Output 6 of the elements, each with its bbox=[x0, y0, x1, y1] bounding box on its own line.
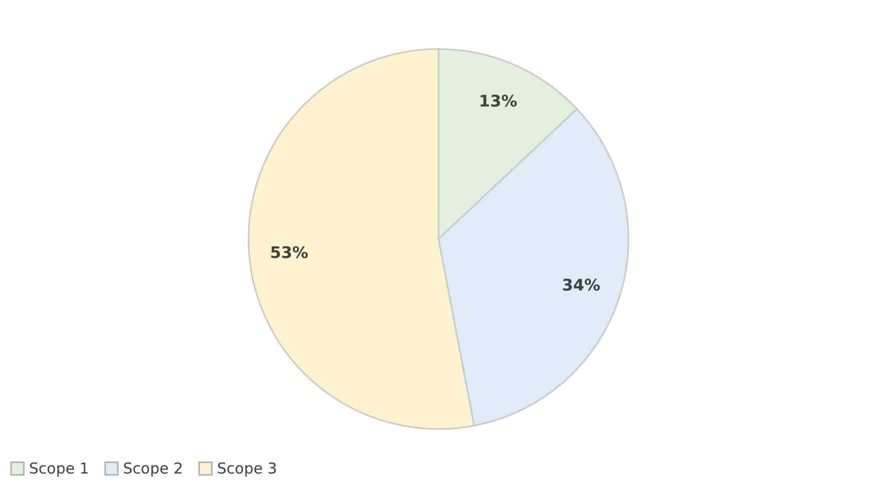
legend-label: Scope 1 bbox=[29, 460, 90, 478]
legend-label: Scope 3 bbox=[217, 460, 278, 478]
legend-label: Scope 2 bbox=[123, 460, 184, 478]
data-label: 34% bbox=[562, 275, 600, 294]
data-label: 53% bbox=[270, 243, 308, 262]
data-label: 13% bbox=[478, 91, 518, 110]
